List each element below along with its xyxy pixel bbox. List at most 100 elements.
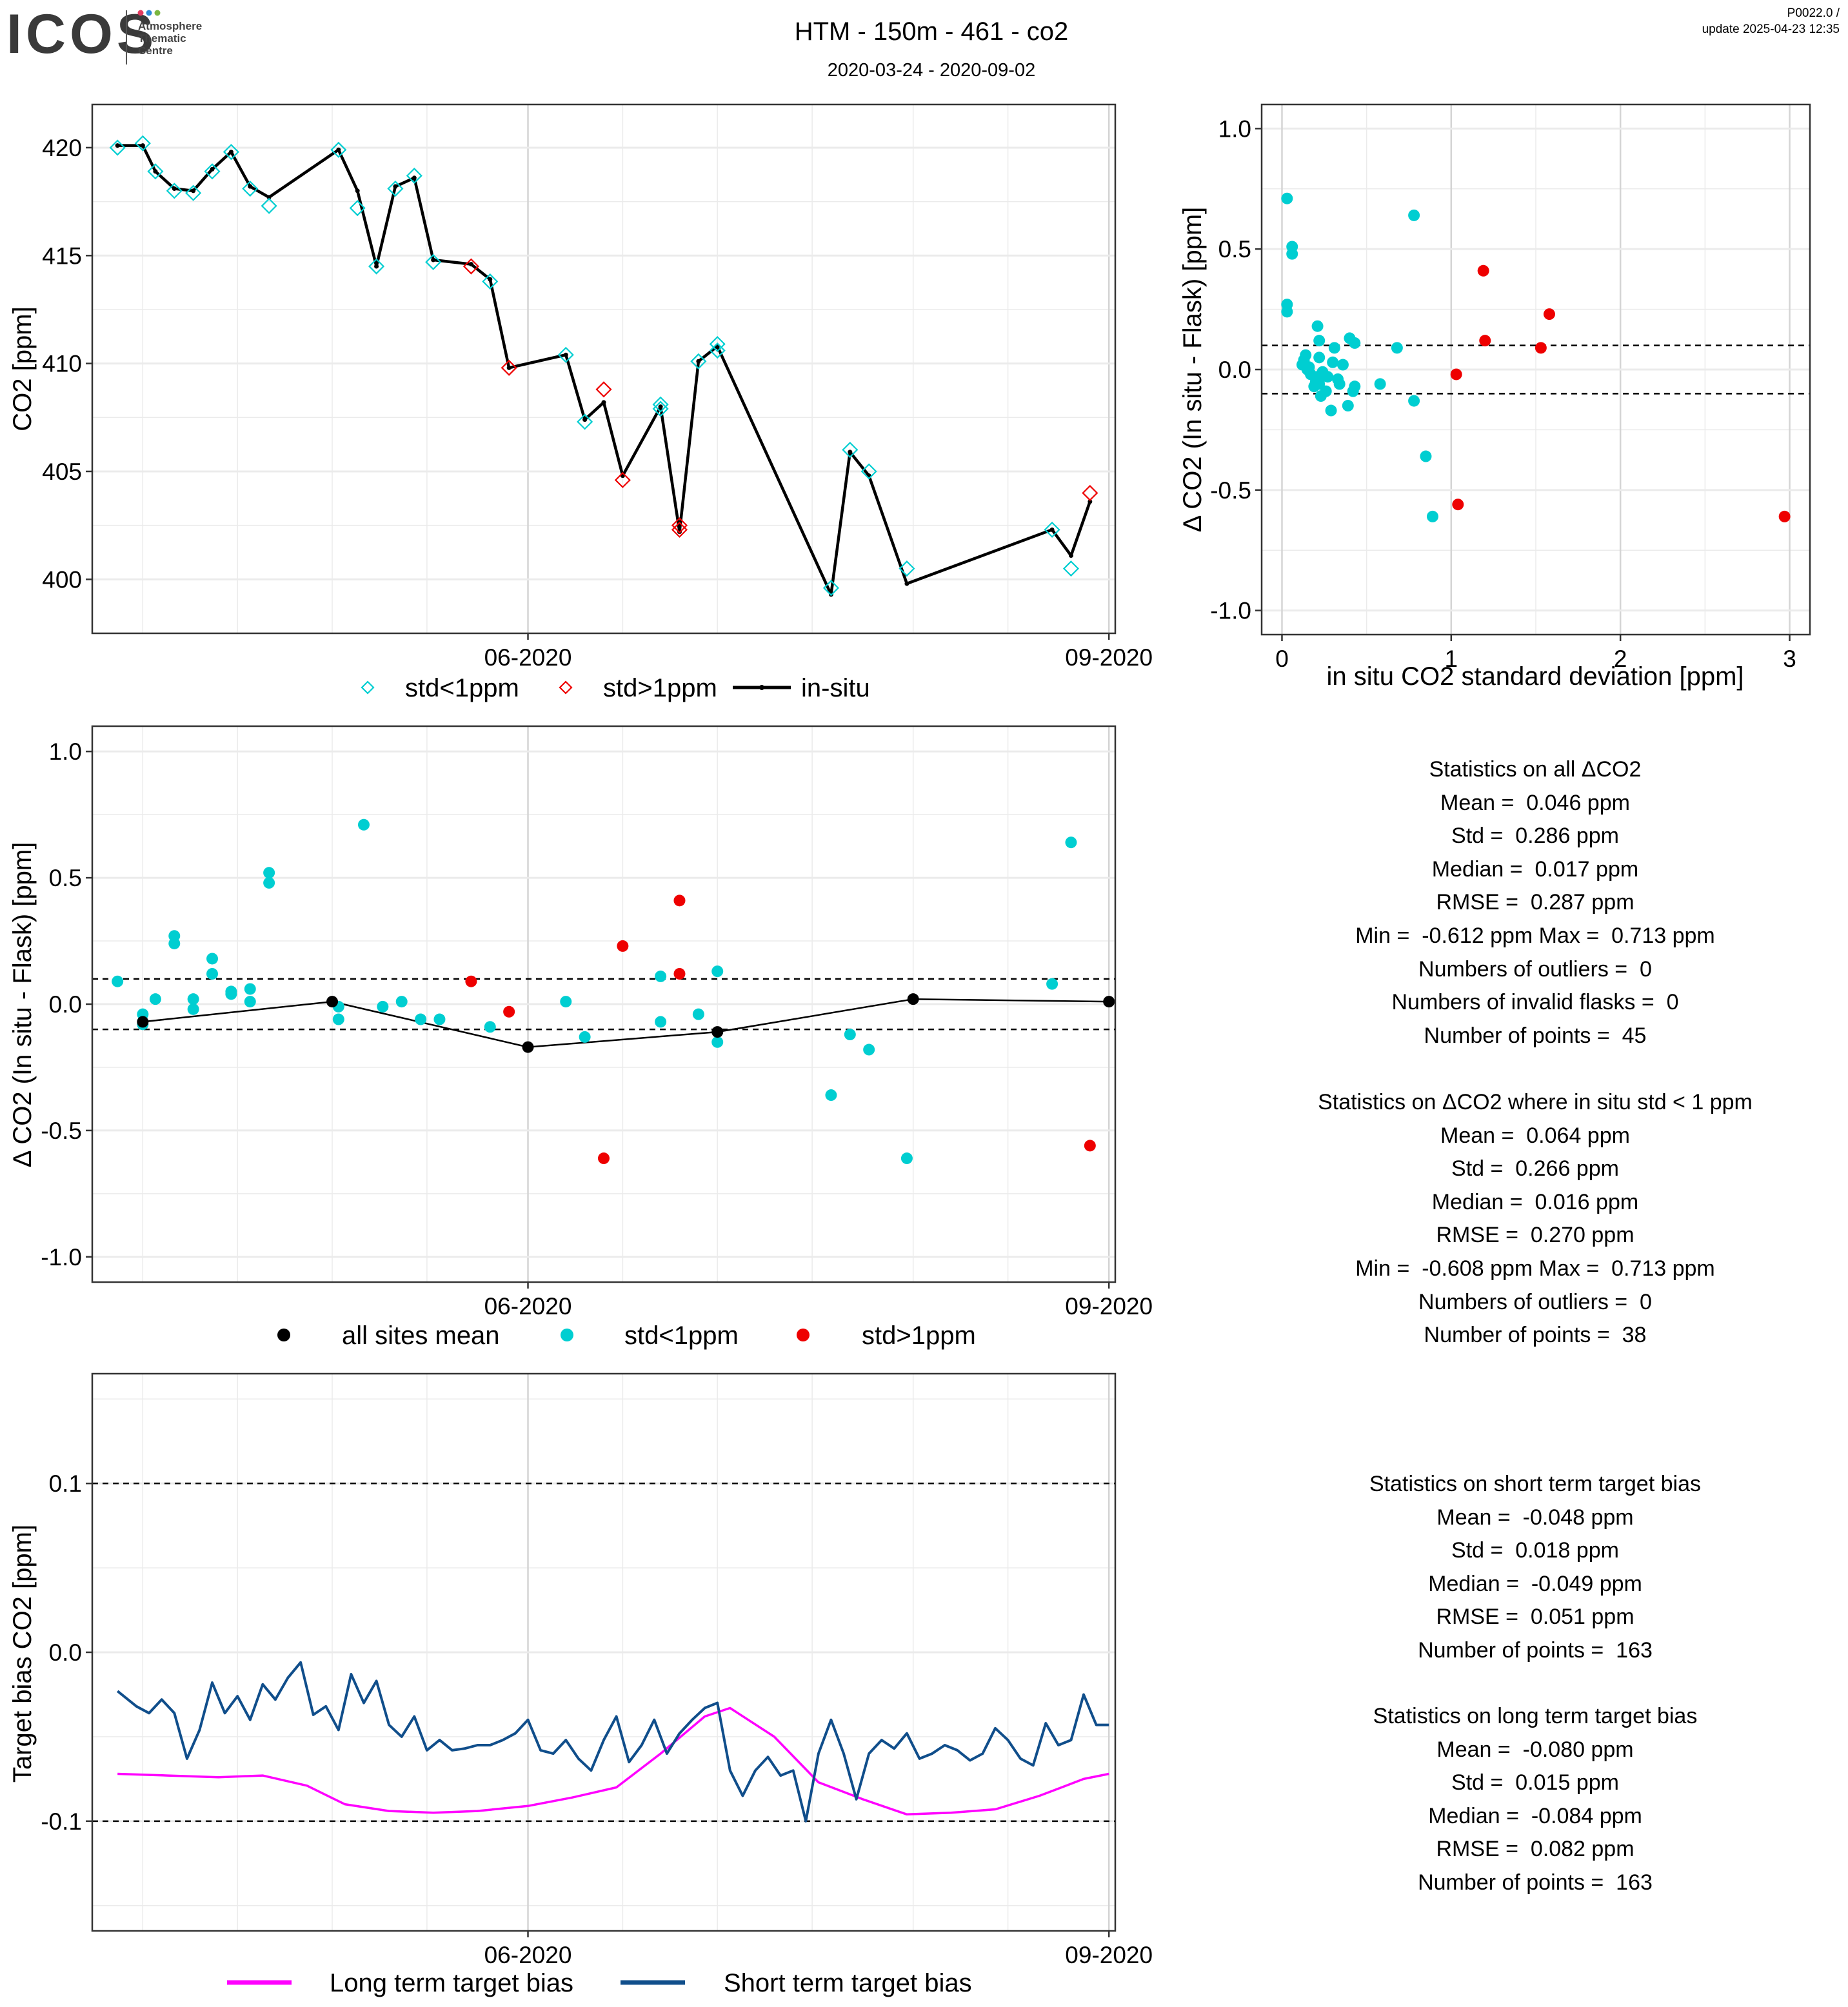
in-situ-point — [696, 359, 701, 364]
in-situ-point — [355, 188, 360, 193]
flask-std-lt1-marker — [842, 441, 859, 459]
all-sites-mean-line — [143, 998, 1109, 1048]
scatter-point-std-lt1 — [1281, 192, 1293, 204]
delta-point-std-gt1 — [673, 967, 686, 980]
legend-label-std-gt1: std>1ppm — [603, 674, 717, 702]
flask-std-gt1-marker — [671, 521, 688, 538]
flask-std-lt1-marker — [1044, 521, 1060, 538]
legend-label-short-term: Short term target bias — [724, 1969, 972, 1997]
delta-point-std-lt1 — [692, 1008, 704, 1020]
delta-point-std-gt1 — [617, 940, 629, 952]
in-situ-point — [563, 352, 568, 357]
co2-panel: 400 405 410 415 420 06-2020 09-2020 CO2 [ppm] st… — [8, 103, 1153, 702]
delta-point-std-lt1 — [655, 970, 667, 982]
stats-line: Numbers of invalid flasks = 0 — [1391, 990, 1679, 1015]
all-sites-mean-point — [522, 1041, 534, 1053]
legend-key-all-sites-mean — [277, 1329, 290, 1341]
flask-std-lt1-marker — [109, 139, 126, 156]
delta-point-std-lt1 — [149, 993, 161, 1005]
bias-legend: Long term target bias Short term target b… — [227, 1969, 972, 1997]
x-tick-label: 09-2020 — [1065, 644, 1153, 671]
flask-std-lt1-marker — [185, 184, 202, 201]
y-tick-label: 1.0 — [1218, 115, 1251, 142]
delta-point-std-lt1 — [655, 1016, 667, 1028]
logo-sub-line-3: Centre — [138, 44, 173, 57]
y-tick-label: -0.5 — [41, 1118, 82, 1144]
scatter-point-std-lt1 — [1281, 306, 1293, 318]
stats-line: Median = 0.016 ppm — [1431, 1189, 1639, 1214]
scatter-point-std-lt1 — [1327, 356, 1339, 368]
stats-line: RMSE = 0.287 ppm — [1436, 890, 1634, 915]
in-situ-point — [431, 257, 436, 262]
stats-line: Std = 0.286 ppm — [1451, 824, 1619, 849]
in-situ-point — [153, 169, 158, 174]
delta-point-std-lt1 — [225, 988, 237, 1000]
scatter-point-std-lt1 — [1313, 351, 1326, 364]
x-tick-label: 06-2020 — [484, 1942, 572, 1968]
in-situ-point — [582, 417, 588, 422]
y-tick-label: 0.0 — [1218, 357, 1251, 383]
legend-label-all-sites-mean: all sites mean — [342, 1321, 500, 1350]
flask-std-lt1-marker — [822, 580, 839, 597]
figure-title: HTM - 150m - 461 - co2 — [795, 17, 1069, 46]
flask-std-lt1-marker — [368, 258, 385, 275]
short-term-bias-line — [116, 1661, 1109, 1823]
long-term-bias-line — [117, 1706, 1109, 1816]
flask-std-lt1-marker — [147, 163, 164, 180]
in-situ-point — [1088, 499, 1093, 504]
scatter-point-std-lt1 — [1309, 375, 1322, 388]
stats-line: Numbers of outliers = 0 — [1418, 1289, 1652, 1314]
in-situ-point — [506, 365, 512, 370]
delta-point-std-lt1 — [187, 993, 199, 1005]
flask-std-lt1-marker — [899, 560, 915, 577]
flask-std-lt1-marker — [1062, 560, 1080, 577]
stats-line: Median = -0.084 ppm — [1428, 1803, 1642, 1828]
stats-line: Mean = 0.046 ppm — [1440, 790, 1630, 815]
flask-std-lt1-marker — [482, 273, 499, 290]
all-sites-mean-point — [137, 1016, 149, 1028]
scatter-point-std-lt1 — [1300, 349, 1312, 361]
flask-std-lt1-marker — [134, 135, 151, 152]
y-tick-label: -0.5 — [1210, 477, 1251, 504]
delta-point-std-lt1 — [415, 1013, 427, 1025]
flask-std-gt1-marker — [614, 471, 631, 488]
delta-point-std-lt1 — [579, 1031, 591, 1043]
legend-key-std-lt1 — [561, 1329, 573, 1341]
all-sites-mean-point — [1103, 996, 1115, 1008]
stats-line: Mean = -0.048 ppm — [1436, 1505, 1634, 1530]
y-tick-label: 0.5 — [49, 865, 82, 891]
in-situ-point — [210, 166, 215, 172]
x-tick-label: 06-2020 — [484, 1293, 572, 1320]
stats-line: Number of points = 45 — [1424, 1023, 1647, 1048]
stats-line: Mean = 0.064 ppm — [1440, 1123, 1630, 1148]
delta-point-std-lt1 — [244, 996, 256, 1008]
flask-std-lt1-marker — [652, 400, 669, 417]
stats-delta-std-lt1: Statistics on ΔCO2 where in situ std < 1… — [1200, 1086, 1848, 1352]
all-sites-mean-point — [711, 1026, 724, 1038]
in-situ-point — [601, 400, 606, 405]
scatter-point-std-lt1 — [1286, 248, 1298, 260]
scatter-point-std-gt1 — [1535, 342, 1547, 354]
in-situ-point — [1068, 553, 1073, 559]
legend-key-in-situ-point — [759, 685, 764, 690]
flask-std-lt1-marker — [709, 335, 726, 353]
scatter-point-std-gt1 — [1543, 308, 1555, 321]
scatter-point-std-lt1 — [1313, 335, 1326, 347]
scatter-point-std-lt1 — [1347, 385, 1359, 397]
stats-line: Numbers of outliers = 0 — [1418, 956, 1652, 982]
scatter-point-std-lt1 — [1420, 450, 1432, 462]
stats-line: Number of points = 163 — [1418, 1637, 1653, 1663]
scatter-point-std-gt1 — [1778, 510, 1791, 522]
x-tick-label: 09-2020 — [1065, 1942, 1153, 1968]
delta-point-std-lt1 — [377, 1000, 389, 1013]
stats-line: RMSE = 0.051 ppm — [1436, 1605, 1634, 1630]
in-situ-point — [412, 175, 417, 181]
y-tick-label: 405 — [42, 459, 82, 485]
flask-std-lt1-marker — [242, 180, 259, 197]
stats-line: Std = 0.266 ppm — [1451, 1156, 1619, 1181]
scatter-point-std-lt1 — [1325, 404, 1337, 417]
stats-short-term-bias: Statistics on short term target bias Mean… — [1200, 1468, 1848, 1668]
scatter-point-std-lt1 — [1336, 359, 1349, 371]
